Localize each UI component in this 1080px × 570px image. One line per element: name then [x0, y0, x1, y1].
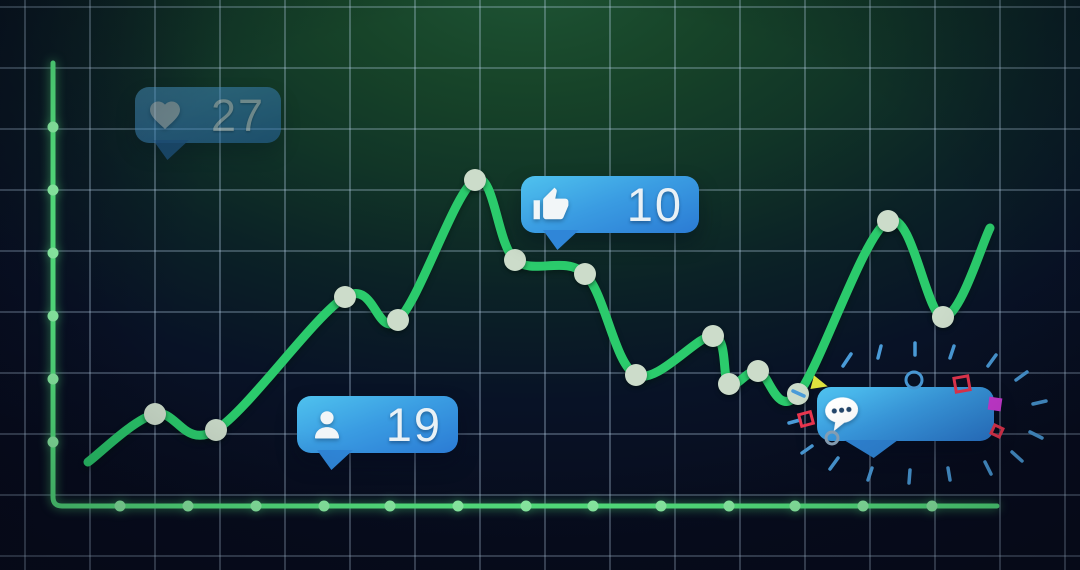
axes: [47, 60, 1000, 512]
chat-bubble-icon: [815, 392, 866, 437]
chart-point-marker: [334, 286, 356, 308]
thumbs-up-icon: [521, 186, 570, 224]
x-axis-tick-dot: [250, 500, 262, 512]
likes-badge: 27: [135, 87, 281, 160]
likes-count: 27: [210, 89, 265, 141]
chart-point-marker: [205, 419, 227, 441]
chart-point-marker: [504, 249, 526, 271]
followers-badge: 19: [297, 396, 458, 470]
chart-point-marker: [464, 169, 486, 191]
chart-point-marker: [787, 383, 809, 405]
x-axis-tick-dot: [789, 500, 801, 512]
data-points: [144, 169, 954, 441]
data-line: [83, 174, 995, 467]
chart-point-marker: [625, 364, 647, 386]
y-axis-tick-dot: [47, 121, 59, 133]
followers-count: 19: [385, 398, 442, 451]
x-axis-tick-dot: [587, 500, 599, 512]
chart-point-marker: [877, 210, 899, 232]
x-axis-tick-dot: [926, 500, 938, 512]
comments-badge: [815, 387, 994, 458]
chart-point-marker: [144, 403, 166, 425]
chart-point-marker: [932, 306, 954, 328]
y-axis-tick-dot: [47, 373, 59, 385]
chart-point-marker: [574, 263, 596, 285]
person-icon: [297, 407, 345, 443]
chart-point-marker: [718, 373, 740, 395]
x-axis-tick-dot: [520, 500, 532, 512]
heart-icon: [135, 97, 183, 133]
thumbs-up-badge: 10: [521, 176, 699, 250]
chart-line-path: [83, 174, 995, 467]
x-axis-tick-dot: [182, 500, 194, 512]
x-axis-tick-dot: [114, 500, 126, 512]
y-axis-tick-dot: [47, 310, 59, 322]
x-axis-tick-dot: [857, 500, 869, 512]
x-axis-tick-dot: [655, 500, 667, 512]
x-axis-tick-dot: [318, 500, 330, 512]
x-axis-tick-dot: [384, 500, 396, 512]
chart-point-marker: [387, 309, 409, 331]
y-axis-tick-dot: [47, 184, 59, 196]
y-axis-tick-dot: [47, 436, 59, 448]
x-axis-tick-dot: [452, 500, 464, 512]
chart-point-marker: [702, 325, 724, 347]
axis-line: [50, 60, 1000, 509]
chart-point-marker: [747, 360, 769, 382]
x-axis-tick-dot: [723, 500, 735, 512]
y-axis-tick-dot: [47, 247, 59, 259]
thumbs-up-count: 10: [626, 178, 683, 231]
